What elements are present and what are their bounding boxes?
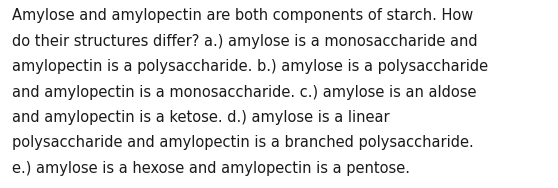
Text: and amylopectin is a ketose. d.) amylose is a linear: and amylopectin is a ketose. d.) amylose… (12, 110, 390, 125)
Text: polysaccharide and amylopectin is a branched polysaccharide.: polysaccharide and amylopectin is a bran… (12, 135, 474, 150)
Text: amylopectin is a polysaccharide. b.) amylose is a polysaccharide: amylopectin is a polysaccharide. b.) amy… (12, 59, 488, 74)
Text: do their structures differ? a.) amylose is a monosaccharide and: do their structures differ? a.) amylose … (12, 34, 478, 49)
Text: and amylopectin is a monosaccharide. c.) amylose is an aldose: and amylopectin is a monosaccharide. c.)… (12, 85, 477, 100)
Text: e.) amylose is a hexose and amylopectin is a pentose.: e.) amylose is a hexose and amylopectin … (12, 161, 410, 176)
Text: Amylose and amylopectin are both components of starch. How: Amylose and amylopectin are both compone… (12, 8, 474, 24)
